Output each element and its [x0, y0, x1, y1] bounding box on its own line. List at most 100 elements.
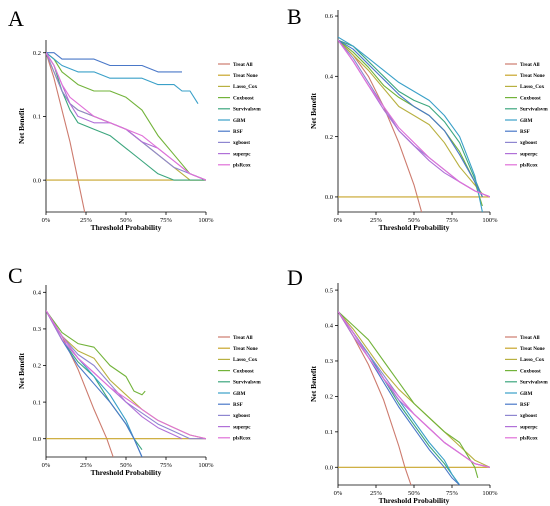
series-line-lasso-cox: [338, 39, 483, 195]
x-tick-label: 50%: [120, 462, 133, 469]
series-line-treat-all: [46, 52, 86, 212]
legend-label-xgboost: xgboost: [233, 413, 250, 419]
series-lines: [338, 310, 490, 485]
legend-label-treat-none: Treat None: [233, 73, 258, 79]
panel-letter: C: [8, 263, 23, 288]
series-line-superpc: [338, 311, 490, 468]
legend-label-xgboost: xgboost: [520, 140, 537, 146]
series-line-coxboost: [46, 310, 146, 396]
series-lines: [46, 310, 206, 457]
y-tick-label: 0.2: [33, 363, 41, 370]
legend: Treat All Treat None Lasso_Cox Coxboost Surv…: [505, 62, 548, 169]
x-tick-label: 100%: [482, 217, 498, 224]
series-line-gbm: [46, 52, 199, 104]
legend-label-superpc: superpc: [520, 151, 538, 157]
y-tick-label: 0.6: [325, 13, 334, 20]
x-tick-label: 25%: [370, 217, 383, 224]
y-tick-label: 0.4: [325, 74, 334, 81]
series-line-treat-all: [338, 39, 423, 212]
x-tick-label: 25%: [370, 490, 383, 497]
x-tick-label: 0%: [42, 462, 51, 469]
y-tick-label: 0.0: [325, 464, 333, 471]
x-axis-title: Threshold Probability: [379, 496, 450, 505]
series-line-survivalsvm: [338, 39, 483, 198]
y-tick-label: 0.0: [325, 194, 333, 201]
legend-label-coxboost: Coxboost: [520, 95, 541, 101]
x-tick-label: 100%: [482, 490, 498, 497]
series-line-plsrcox: [46, 310, 206, 440]
panel-letter: A: [8, 6, 24, 31]
legend-label-lasso-cox: Lasso_Cox: [233, 357, 258, 363]
series-line-plsrcox: [46, 52, 206, 181]
legend: Treat All Treat None Lasso_Cox Coxboost Surv…: [218, 335, 261, 442]
series-line-plsrcox: [338, 311, 490, 468]
legend-label-gbm: GBM: [520, 118, 532, 124]
series-line-superpc: [338, 39, 490, 198]
x-tick-label: 50%: [408, 217, 421, 224]
legend-label-gbm: GBM: [520, 391, 532, 397]
series-line-coxboost: [338, 310, 479, 479]
x-tick-label: 100%: [198, 462, 214, 469]
y-tick-label: 0.2: [33, 50, 41, 57]
legend-label-superpc: superpc: [233, 424, 251, 430]
legend-label-coxboost: Coxboost: [233, 368, 254, 374]
y-axis-title: Net Benefit: [17, 352, 26, 389]
legend-label-lasso-cox: Lasso_Cox: [520, 357, 545, 363]
y-tick-label: 0.3: [325, 358, 333, 365]
x-axis-title: Threshold Probability: [379, 223, 450, 232]
y-tick-label: 0.3: [33, 326, 41, 333]
legend-label-survivalsvm: Survivalsvm: [233, 107, 261, 113]
legend-label-plsrcox: plsRcox: [233, 163, 251, 169]
y-tick-label: 0.1: [33, 399, 41, 406]
y-tick-label: 0.5: [325, 287, 333, 294]
x-tick-label: 100%: [198, 217, 214, 224]
y-tick-label: 0.4: [33, 290, 42, 297]
x-tick-label: 75%: [160, 217, 173, 224]
panel-a: A 0.0 0.1 0.2 0% 25% 50% 75% 100% Threshold Proba…: [8, 6, 261, 232]
series-line-coxboost: [46, 52, 206, 181]
y-tick-label: 0.2: [325, 134, 333, 141]
legend-label-lasso-cox: Lasso_Cox: [233, 84, 258, 90]
legend-label-xgboost: xgboost: [233, 140, 250, 146]
series-line-rsf: [46, 310, 143, 457]
x-axis-title: Threshold Probability: [91, 223, 162, 232]
legend-label-treat-all: Treat All: [233, 335, 253, 341]
legend-label-survivalsvm: Survivalsvm: [520, 107, 548, 113]
x-tick-label: 0%: [334, 217, 343, 224]
panel-letter: D: [287, 265, 303, 290]
series-line-rsf: [338, 39, 483, 198]
series-line-lasso-cox: [338, 311, 490, 468]
x-tick-label: 50%: [408, 490, 421, 497]
panel-d: D 0.0 0.1 0.2 0.3 0.4 0.5 0% 25% 50% 75% 100% Thresh…: [287, 265, 548, 505]
legend-label-treat-all: Treat All: [520, 335, 540, 341]
y-tick-label: 0.2: [325, 394, 333, 401]
y-axis-title: Net Benefit: [309, 92, 318, 129]
series-line-superpc: [46, 310, 183, 440]
x-axis-title: Threshold Probability: [91, 468, 162, 477]
legend-label-gbm: GBM: [233, 118, 245, 124]
legend: Treat All Treat None Lasso_Cox Coxboost Surv…: [505, 335, 548, 442]
legend-label-xgboost: xgboost: [520, 413, 537, 419]
x-tick-label: 50%: [120, 217, 133, 224]
legend-label-gbm: GBM: [233, 391, 245, 397]
legend-label-lasso-cox: Lasso_Cox: [520, 84, 545, 90]
x-tick-label: 75%: [160, 462, 173, 469]
legend-label-treat-none: Treat None: [520, 346, 545, 352]
y-tick-label: 0.1: [33, 114, 41, 121]
legend-label-treat-all: Treat All: [233, 62, 253, 68]
series-line-xgboost: [338, 311, 490, 468]
x-tick-label: 75%: [446, 217, 459, 224]
legend-label-plsrcox: plsRcox: [520, 163, 538, 169]
series-lines: [46, 52, 206, 212]
y-tick-label: 0.4: [325, 323, 334, 330]
panel-letter: B: [287, 4, 302, 29]
x-tick-label: 25%: [80, 217, 93, 224]
legend-label-superpc: superpc: [233, 151, 251, 157]
series-lines: [338, 36, 490, 212]
legend-label-rsf: RSF: [520, 402, 530, 408]
legend-label-treat-none: Treat None: [233, 346, 258, 352]
legend-label-plsrcox: plsRcox: [233, 436, 251, 442]
legend: Treat All Treat None Lasso_Cox Coxboost Surv…: [218, 62, 261, 169]
series-line-rsf: [46, 52, 182, 73]
